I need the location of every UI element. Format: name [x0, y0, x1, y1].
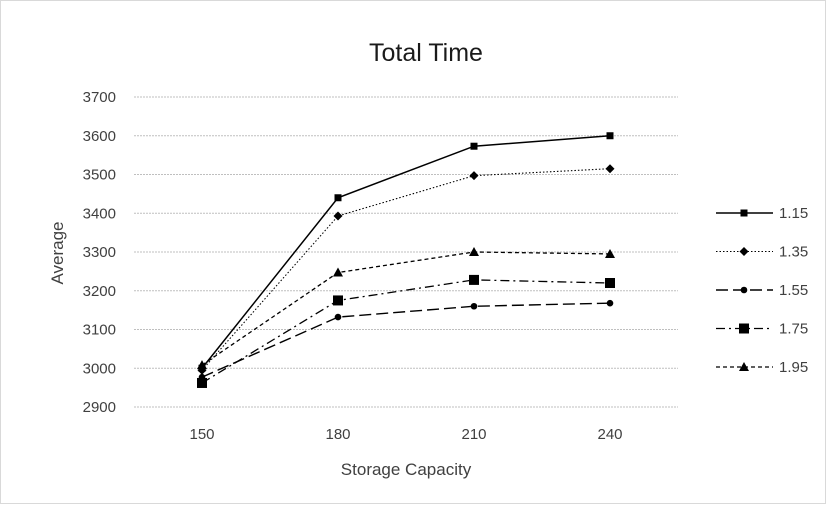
series-1.75	[197, 274, 615, 388]
data-point	[469, 171, 479, 181]
legend-entry: 1.15	[716, 205, 808, 222]
series-line	[201, 168, 611, 371]
data-point	[739, 323, 749, 334]
y-tick-label: 3100	[83, 322, 116, 339]
data-point	[470, 142, 478, 150]
data-point	[606, 299, 614, 307]
data-point	[605, 248, 615, 258]
data-point	[469, 247, 479, 256]
y-tick-label: 3200	[83, 283, 116, 300]
legend-entry: 1.95	[716, 359, 808, 376]
legend-label: 1.35	[779, 244, 808, 261]
x-axis-ticks: 150 180 210 240	[189, 426, 622, 443]
series-1.35	[197, 164, 615, 375]
gridlines	[134, 96, 678, 408]
y-tick-label: 3600	[83, 128, 116, 145]
data-point	[469, 274, 479, 285]
y-tick-label: 3300	[83, 244, 116, 261]
series-line	[201, 302, 611, 378]
y-tick-label: 3700	[83, 89, 116, 106]
data-point	[740, 286, 748, 294]
legend: 1.15 1.35 1.55 1.75 1.95	[716, 205, 808, 376]
y-axis-ticks: 2900 3000 3100 3200 3300 3400 3500 3600 3700	[83, 89, 116, 416]
legend-label: 1.75	[779, 321, 808, 338]
legend-label: 1.95	[779, 359, 808, 376]
data-point	[740, 209, 748, 217]
legend-label: 1.55	[779, 282, 808, 299]
x-axis-title: Storage Capacity	[341, 460, 472, 479]
data-point	[606, 132, 614, 140]
x-tick-label: 240	[597, 426, 622, 443]
legend-entry: 1.75	[716, 321, 808, 338]
y-axis-title: Average	[48, 221, 67, 284]
data-point	[334, 194, 342, 202]
data-point	[333, 267, 343, 277]
data-point	[197, 360, 207, 370]
x-tick-label: 180	[325, 426, 350, 443]
series-line	[201, 251, 611, 366]
data-point	[470, 302, 478, 310]
data-point	[605, 164, 615, 174]
series-line	[201, 135, 611, 369]
data-point	[333, 295, 343, 306]
data-point	[605, 278, 615, 288]
x-tick-label: 210	[461, 426, 486, 443]
legend-entry: 1.55	[716, 282, 808, 299]
y-tick-label: 3000	[83, 360, 116, 377]
data-point	[197, 377, 207, 388]
data-point	[333, 211, 343, 221]
data-point	[739, 247, 749, 256]
y-tick-label: 3500	[83, 167, 116, 184]
series-group	[197, 132, 615, 388]
data-point	[334, 313, 342, 321]
chart-title: Total Time	[369, 39, 483, 67]
legend-label: 1.15	[779, 205, 808, 222]
y-tick-label: 3400	[83, 205, 116, 222]
series-line	[201, 279, 611, 384]
legend-entry: 1.35	[716, 244, 808, 261]
y-tick-label: 2900	[83, 399, 116, 416]
series-1.95	[197, 247, 615, 370]
data-point	[739, 362, 749, 371]
x-tick-label: 150	[189, 426, 214, 443]
